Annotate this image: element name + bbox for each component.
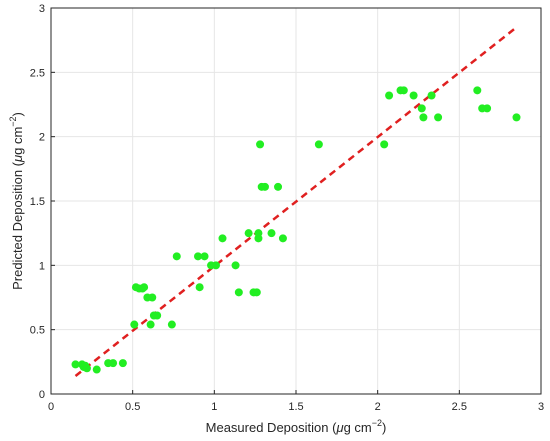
data-point xyxy=(254,229,263,238)
data-point xyxy=(260,182,269,191)
y-axis-label-pre: Predicted Deposition ( xyxy=(10,161,25,290)
data-point xyxy=(194,252,202,261)
x-tick-label: 3 xyxy=(538,401,544,413)
x-axis-label: Measured Deposition (μg cm−2) xyxy=(206,418,387,435)
data-point xyxy=(82,364,91,373)
data-point xyxy=(380,140,389,149)
y-axis-label-post: ) xyxy=(10,112,25,116)
data-point xyxy=(167,320,176,329)
data-point xyxy=(109,359,118,368)
axis-ticks: 0 0.5 1 1.5 2 2.5 3 0 0.5 1 1.5 2 2.5 3 xyxy=(30,3,544,413)
data-point xyxy=(483,104,492,113)
data-point xyxy=(512,113,521,122)
x-tick-label: 2 xyxy=(375,401,381,413)
y-tick-label: 1 xyxy=(39,260,45,272)
y-axis-label: Predicted Deposition (μg cm−2) xyxy=(8,112,25,290)
y-tick-label: 2 xyxy=(39,132,45,144)
data-point xyxy=(200,252,209,261)
data-point xyxy=(314,140,323,149)
data-point xyxy=(153,311,162,320)
data-point xyxy=(434,113,443,122)
data-point xyxy=(473,86,482,95)
data-point xyxy=(274,182,283,191)
data-point xyxy=(409,91,418,100)
x-tick-label: 1.5 xyxy=(288,401,303,413)
x-tick-label: 2.5 xyxy=(452,401,467,413)
x-axis-label-exponent: −2 xyxy=(372,418,382,428)
data-point xyxy=(211,261,220,270)
y-tick-label: 3 xyxy=(39,3,45,15)
data-point xyxy=(92,365,101,374)
fit-line xyxy=(74,26,518,377)
x-tick-label: 0 xyxy=(48,401,54,413)
y-tick-label: 1.5 xyxy=(30,196,45,208)
data-points xyxy=(71,86,521,374)
data-point xyxy=(195,283,204,292)
x-axis-label-unit: g cm xyxy=(344,420,372,435)
data-point xyxy=(256,140,265,149)
x-axis-label-mu: μ xyxy=(335,420,343,435)
y-tick-label: 0 xyxy=(39,389,45,401)
y-axis-label-mu: μ xyxy=(10,155,25,163)
data-point xyxy=(148,293,157,302)
x-tick-label: 0.5 xyxy=(125,401,140,413)
data-point xyxy=(385,91,394,100)
data-point xyxy=(118,359,127,368)
y-axis-label-exponent: −2 xyxy=(8,116,18,126)
data-point xyxy=(427,91,436,100)
y-axis-label-unit: g cm xyxy=(10,127,25,155)
data-point xyxy=(399,86,408,95)
data-point xyxy=(172,252,181,261)
x-axis-label-pre: Measured Deposition ( xyxy=(206,420,337,435)
x-axis-label-post: ) xyxy=(382,420,386,435)
data-point xyxy=(234,288,243,297)
data-point xyxy=(130,320,139,329)
data-point xyxy=(267,229,276,238)
data-point xyxy=(417,104,426,113)
data-point xyxy=(252,288,261,297)
data-point xyxy=(140,283,149,292)
data-point xyxy=(419,113,428,122)
data-point xyxy=(244,229,253,238)
x-tick-label: 1 xyxy=(211,401,217,413)
data-point xyxy=(218,234,227,243)
data-point xyxy=(231,261,240,270)
y-tick-label: 0.5 xyxy=(30,325,45,337)
data-point xyxy=(278,234,287,243)
y-tick-label: 2.5 xyxy=(30,67,45,79)
data-point xyxy=(146,320,155,329)
data-point xyxy=(71,360,80,369)
